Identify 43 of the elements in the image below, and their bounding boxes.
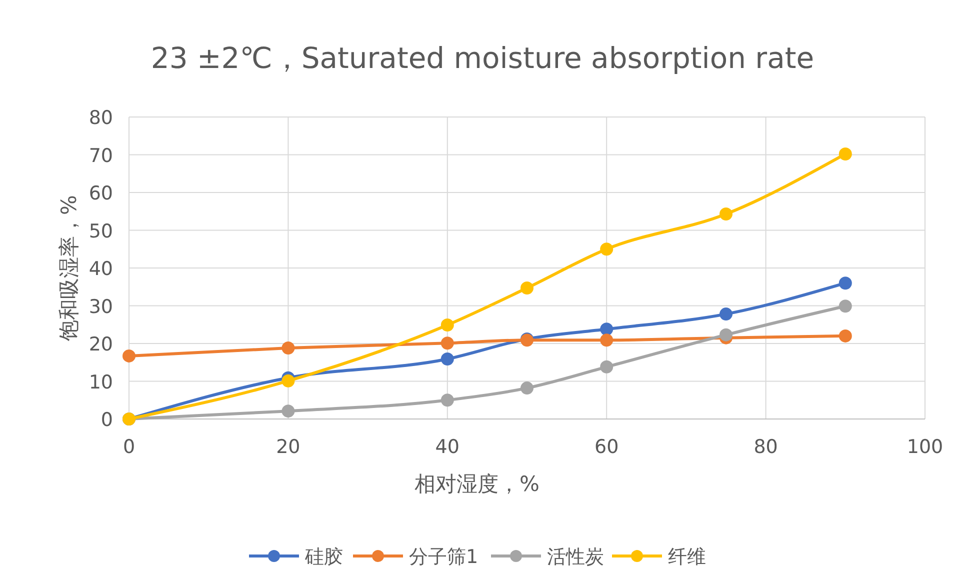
point (282, 374, 295, 388)
point (600, 322, 614, 336)
legend-label: 分子筛1 (409, 546, 478, 568)
y-tick-label: 0 (100, 409, 113, 431)
point (600, 242, 614, 256)
y-tick-label: 30 (88, 296, 113, 318)
point (282, 404, 295, 418)
x-tick-label: 60 (594, 436, 619, 458)
point (520, 282, 534, 295)
y-tick-label: 70 (88, 144, 113, 167)
point (838, 300, 852, 313)
x-tick-label: 100 (906, 436, 944, 458)
x-tick-label: 80 (754, 436, 778, 458)
point (440, 352, 454, 366)
point (720, 208, 732, 221)
point (520, 382, 534, 395)
point (838, 329, 852, 342)
y-tick-label: 10 (88, 371, 113, 394)
chart-title: 23 ±2℃，Saturated moisture absorption rate (150, 41, 814, 75)
point (282, 342, 295, 355)
y-tick-label: 40 (88, 258, 113, 280)
x-tick-label: 0 (122, 436, 136, 458)
point (720, 308, 732, 321)
point (440, 394, 454, 407)
x-tick-label: 20 (276, 436, 300, 458)
y-tick-label: 80 (88, 107, 113, 129)
legend-label: 纤维 (668, 546, 706, 568)
y-tick-label: 60 (88, 182, 113, 204)
point (440, 318, 454, 332)
point (122, 349, 136, 362)
point (600, 360, 614, 374)
y-axis-title: 饱和吸湿率，% (57, 195, 81, 342)
point (600, 334, 614, 347)
point (720, 328, 732, 342)
legend-label: 活性炭 (547, 546, 604, 568)
y-tick-label: 50 (88, 220, 113, 242)
legend-label: 硅胶 (304, 546, 343, 568)
point (838, 147, 852, 160)
y-tick-label: 20 (88, 334, 113, 356)
x-axis-title: 相对湿度，% (414, 472, 540, 496)
point (440, 336, 454, 350)
point (838, 276, 852, 290)
x-tick-label: 40 (435, 436, 460, 458)
